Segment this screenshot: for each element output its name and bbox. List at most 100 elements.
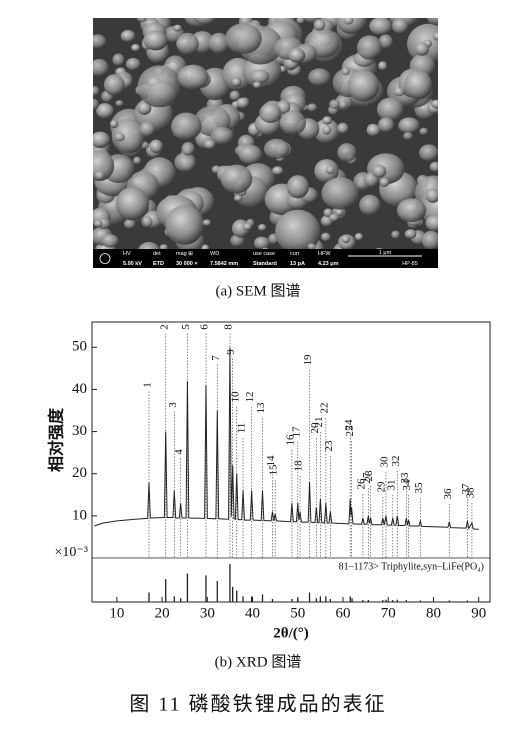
sem-particle xyxy=(421,230,438,249)
sem-particle xyxy=(253,81,262,89)
sem-info-label: det xyxy=(153,251,161,257)
sem-particle xyxy=(111,118,145,154)
sem-particle xyxy=(138,241,160,249)
sem-particle xyxy=(347,70,380,102)
sem-particle xyxy=(279,110,307,135)
sem-particle xyxy=(308,68,331,86)
peak-label: 6 xyxy=(199,324,211,330)
peak-label: 36 xyxy=(442,488,454,500)
sem-info-label: WD xyxy=(210,251,219,257)
sem-info-label: HV xyxy=(123,251,131,257)
sem-particle xyxy=(404,70,433,100)
peak-label: 15 xyxy=(268,464,280,476)
sem-info-value: 5.00 kV xyxy=(123,261,142,267)
sem-particle xyxy=(133,156,142,165)
x-tick-label: 10 xyxy=(109,605,124,621)
sem-particle xyxy=(336,18,367,35)
sem-particle xyxy=(393,87,406,97)
y-tick-label: 20 xyxy=(72,465,87,481)
sem-particle xyxy=(275,209,321,249)
sem-particle xyxy=(258,224,267,231)
sem-particle xyxy=(263,138,290,160)
sem-particle xyxy=(174,152,197,173)
sem-particle xyxy=(307,243,316,249)
sem-particle xyxy=(429,161,438,172)
sem-particle xyxy=(354,233,364,241)
peak-label: 26 xyxy=(355,478,367,490)
peak-label: 9 xyxy=(225,349,237,355)
sem-particle xyxy=(123,218,136,229)
sem-particle xyxy=(379,177,390,187)
sem-particle xyxy=(335,208,344,217)
y-unit: ×10⁻³ xyxy=(55,545,88,560)
sem-particle xyxy=(94,170,105,181)
sem-image: 1 μm HP-85 HV 5.00 kV det ETD mag ⊞ 30 000 × W… xyxy=(93,18,438,268)
sem-particle xyxy=(396,198,427,223)
peak-label: 18 xyxy=(293,460,305,472)
sem-info-value: 13 pA xyxy=(290,261,305,267)
sem-particle xyxy=(431,99,438,109)
sem-particle xyxy=(93,86,100,96)
sem-particle xyxy=(378,34,393,49)
sem-particle xyxy=(120,30,136,43)
caption-b: (b) XRD 图谱 xyxy=(215,653,302,670)
sem-info-bar xyxy=(93,249,438,268)
peak-label: 8 xyxy=(222,324,234,330)
sem-particle xyxy=(366,124,381,137)
sem-info-value: Standard xyxy=(253,261,277,267)
sem-sample-id: HP-85 xyxy=(402,261,418,267)
sem-particle xyxy=(404,229,417,239)
sem-particle xyxy=(376,97,404,122)
sem-particle xyxy=(233,194,243,202)
sem-particle xyxy=(93,34,107,49)
sem-particle xyxy=(210,126,234,145)
peak-label: 37 xyxy=(460,483,472,495)
x-tick-label: 30 xyxy=(200,605,215,621)
sem-particle xyxy=(329,99,340,109)
y-tick-label: 10 xyxy=(72,507,87,523)
peak-label: 17 xyxy=(290,426,302,438)
peak-label: 2 xyxy=(158,324,170,330)
sem-particle xyxy=(398,117,420,134)
sem-particle xyxy=(425,188,438,203)
sem-particle xyxy=(139,121,156,137)
peak-label: 4 xyxy=(173,449,185,455)
sem-particle xyxy=(112,53,125,66)
sem-particle xyxy=(101,234,119,248)
sem-particle xyxy=(356,35,383,60)
sem-particle xyxy=(115,187,150,221)
peak-label: 19 xyxy=(302,354,314,366)
reference-label: 81–1173> Triphylite,syn–LiFe(PO₄) xyxy=(339,561,484,572)
sem-particle xyxy=(143,30,168,51)
sem-particle xyxy=(225,23,262,54)
sem-info-value: ETD xyxy=(153,261,164,267)
sem-particle xyxy=(109,119,119,129)
sem-particle xyxy=(253,236,270,249)
sem-info-label: HFW xyxy=(318,251,331,257)
sem-particle xyxy=(136,18,147,23)
sem-particle xyxy=(344,18,351,19)
sem-particle xyxy=(359,194,381,216)
peak-label: 14 xyxy=(265,455,277,467)
sem-particle xyxy=(176,32,199,55)
sem-particle xyxy=(272,166,284,176)
sem-particle xyxy=(337,143,357,162)
figure-caption: 图 11 磷酸铁锂成品的表征 xyxy=(129,693,386,716)
sem-particle xyxy=(341,235,350,244)
y-tick-label: 50 xyxy=(72,339,87,355)
peak-label: 3 xyxy=(167,402,179,408)
sem-particle xyxy=(96,103,114,119)
sem-particle xyxy=(93,58,109,77)
y-axis-label: 相对强度 xyxy=(47,407,66,472)
caption-a: (a) SEM 图谱 xyxy=(216,282,301,299)
sem-particle xyxy=(165,205,204,245)
peak-label: 24 xyxy=(343,419,355,431)
sem-particle xyxy=(177,64,209,90)
sem-particle xyxy=(141,216,153,228)
x-axis-label: 2θ/(°) xyxy=(273,625,309,641)
peak-label: 16 xyxy=(284,434,296,446)
sem-particle xyxy=(181,142,195,156)
peak-label: 28 xyxy=(363,470,375,482)
sem-particle xyxy=(131,43,141,52)
